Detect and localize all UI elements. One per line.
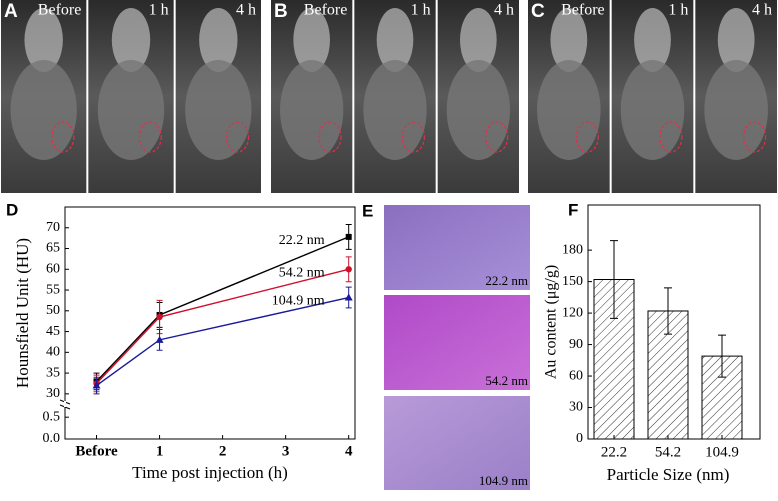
y-tick-label: 150 [562,274,583,289]
ct-skull [550,8,588,72]
ct-body [446,60,511,160]
y-tick-label: 0.5 [43,409,61,424]
y-tick-label: 90 [569,337,583,352]
x-tick-label: Before [75,443,118,459]
x-tick-label: 22.2 [601,444,627,460]
time-label: 4 h [752,2,772,19]
time-label: Before [38,2,82,19]
series-label: 22.2 nm [279,233,325,248]
time-label: 1 h [668,2,688,19]
x-tick-label: 54.2 [655,444,681,460]
marker [156,313,163,321]
marker [345,266,352,273]
axis-break-gap [64,401,66,407]
ct-body [10,60,77,160]
y-tick-label: 55 [46,282,60,297]
ct-tumor [51,121,75,153]
x-tick-label: 3 [282,443,290,459]
y-tick-label: 40 [46,345,60,360]
x-tick-label: 1 [156,443,164,459]
ct-tumor [138,121,162,153]
image-label: 22.2 nm [485,273,528,288]
series-label: 104.9 nm [272,294,325,309]
y-tick-label: 60 [46,262,60,277]
ct-body [280,60,344,160]
ct-skull [376,8,414,72]
y-tick-label: 50 [46,303,60,318]
marker [155,335,164,343]
y-axis-title: Hounsfield Unit (HU) [13,238,32,388]
panel-label: D [6,200,18,219]
histology-image [384,295,530,390]
error-bar [718,334,726,378]
ct-body [185,60,252,160]
ct-tumor [225,121,250,153]
y-tick-label: 30 [46,386,60,401]
panel-label: C [531,1,545,22]
series-label: 54.2 nm [279,266,325,281]
time-label: 4 h [236,2,256,19]
y-tick-label: 70 [46,220,60,235]
panel-label: F [568,200,578,219]
ct-skull [111,8,151,72]
y-tick-label: 65 [46,241,60,256]
y-axis-title: Au content (μg/g) [543,265,560,379]
image-label: 104.9 nm [479,473,528,488]
marker [344,293,353,301]
time-label: Before [561,2,605,19]
ct-tumor [485,121,509,153]
error-bar [664,287,672,335]
time-label: 1 h [149,2,169,19]
y-tick-label: 45 [46,324,60,339]
y-tick-label: 0 [576,431,583,446]
x-tick-label: 2 [219,443,227,459]
panel-label: E [362,201,373,220]
histology-image [384,396,530,490]
y-tick-label: 180 [562,242,583,257]
ct-skull [199,8,238,72]
panel-label: A [4,1,18,22]
ct-body [97,60,165,160]
ct-body [363,60,427,160]
y-tick-label: 60 [569,368,583,383]
ct-body [537,60,601,160]
plot-frame [64,206,356,440]
time-label: Before [304,2,348,19]
ct-body [704,60,768,160]
x-axis-title: Time post injection (h) [132,463,288,482]
image-label: 54.2 nm [485,373,528,388]
marker [345,233,352,240]
y-tick-label: 120 [562,305,583,320]
ct-tumor [742,121,767,153]
y-tick-label: 35 [46,365,60,380]
ct-skull [717,8,755,72]
time-label: 1 h [411,2,431,19]
x-tick-label: 104.9 [705,444,739,460]
ct-skull [634,8,671,72]
y-tick-label: 30 [569,400,583,415]
ct-tumor [575,121,599,153]
x-axis-title: Particle Size (nm) [607,465,730,484]
ct-skull [460,8,497,72]
ct-skull [24,8,63,72]
time-label: 4 h [494,2,514,19]
ct-skull [293,8,330,72]
series-line [96,236,349,382]
x-tick-label: 4 [345,443,353,459]
ct-tumor [318,121,342,153]
marker [92,381,101,389]
ct-tumor [659,121,683,153]
error-bar [610,240,618,319]
y-tick-label: 0.0 [43,431,61,446]
ct-body [620,60,685,160]
ct-tumor [401,121,425,153]
histology-image [384,205,530,290]
panel-label: B [274,1,288,22]
